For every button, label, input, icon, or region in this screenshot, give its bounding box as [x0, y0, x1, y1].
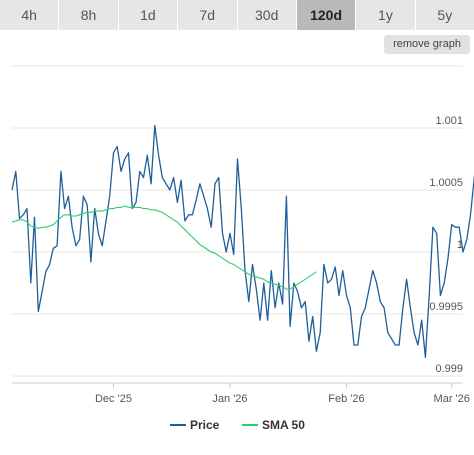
x-tick-label: Feb '26: [328, 393, 364, 405]
y-tick-label: 1: [457, 239, 463, 251]
tab-30d[interactable]: 30d: [237, 0, 297, 30]
price-chart: 1.001 1.0005 1 0.9995 0.999 Dec '25 Jan '26 Feb…: [11, 65, 474, 432]
tab-4h[interactable]: 4h: [0, 0, 60, 30]
legend-label: Price: [190, 418, 220, 432]
series-line-price: [11, 124, 474, 359]
y-tick-label: 1.0005: [429, 177, 463, 189]
tab-5y[interactable]: 5y: [415, 0, 474, 30]
timeframe-tabs: 4h 8h 1d 7d 30d 120d 1y 5y: [0, 0, 474, 30]
tab-1y[interactable]: 1y: [356, 0, 416, 30]
series-line-sma-50: [11, 205, 317, 290]
tab-7d[interactable]: 7d: [178, 0, 238, 30]
tab-8h[interactable]: 8h: [59, 0, 119, 30]
tab-1d[interactable]: 1d: [118, 0, 179, 30]
x-tick-label: Dec '25: [95, 393, 132, 405]
x-tick-label: Mar '26: [434, 393, 470, 405]
y-tick-label: 0.9995: [429, 301, 463, 313]
legend-label: SMA 50: [262, 418, 305, 432]
tab-120d[interactable]: 120d: [296, 0, 357, 30]
x-tick-label: Jan '26: [212, 393, 247, 405]
remove-graph-button[interactable]: remove graph: [384, 35, 470, 54]
y-tick-label: 0.999: [435, 363, 463, 375]
y-tick-label: 1.001: [435, 115, 463, 127]
